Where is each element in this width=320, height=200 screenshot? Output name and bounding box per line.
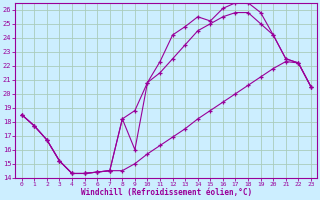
X-axis label: Windchill (Refroidissement éolien,°C): Windchill (Refroidissement éolien,°C) [81,188,252,197]
